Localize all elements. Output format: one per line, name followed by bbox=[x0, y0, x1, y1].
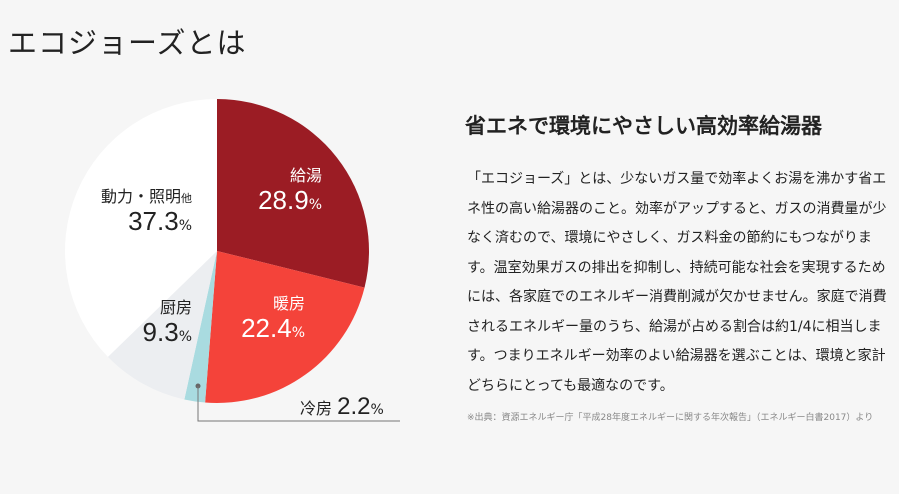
slice-value: 37.3 bbox=[128, 206, 179, 237]
slice-unit: % bbox=[370, 402, 384, 418]
description-paragraph: 「エコジョーズ」とは、少ないガス量で効率よくお湯を沸かす省エネ性の高い給湯器のこ… bbox=[467, 171, 887, 394]
slice-unit: % bbox=[178, 329, 192, 346]
slice-value: 22.4 bbox=[241, 313, 292, 344]
slice-value: 28.9 bbox=[258, 185, 309, 216]
slice-label-reibo: 冷房 2.2% bbox=[300, 393, 384, 422]
slice-label-doryoku: 動力・照明他 37.3% bbox=[60, 187, 192, 237]
slice-label-kyuto: 給湯 28.9% bbox=[250, 166, 322, 216]
slice-unit: % bbox=[308, 197, 322, 214]
slice-name: 給湯 bbox=[289, 166, 322, 185]
pie-slice-3 bbox=[107, 251, 217, 400]
slice-value: 2.2 bbox=[337, 393, 371, 420]
leader-line bbox=[197, 386, 400, 422]
slice-value: 9.3 bbox=[142, 317, 179, 348]
section-heading: 省エネで環境にやさしい高効率給湯器 bbox=[465, 114, 822, 138]
pie-slice-1 bbox=[205, 251, 365, 404]
pie-slice-2 bbox=[184, 251, 217, 403]
source-note: ※出典：資源エネルギー庁「平成28年度エネルギーに関する年次報告」（エネルギー白… bbox=[467, 413, 874, 423]
slice-unit: % bbox=[291, 325, 305, 342]
page-title: エコジョーズとは bbox=[8, 26, 247, 60]
slice-name-suffix: 他 bbox=[181, 192, 192, 205]
slice-label-chubo: 厨房 9.3% bbox=[110, 298, 192, 348]
slice-label-danbo: 暖房 22.4% bbox=[220, 294, 305, 344]
slice-name: 暖房 bbox=[272, 294, 305, 313]
slice-name: 動力・照明 bbox=[100, 187, 181, 206]
slice-name: 冷房 bbox=[300, 399, 333, 418]
pie-slice-0 bbox=[217, 99, 369, 288]
slice-name: 厨房 bbox=[159, 298, 192, 317]
pie-slice-4 bbox=[65, 99, 217, 357]
slice-unit: % bbox=[178, 218, 192, 235]
